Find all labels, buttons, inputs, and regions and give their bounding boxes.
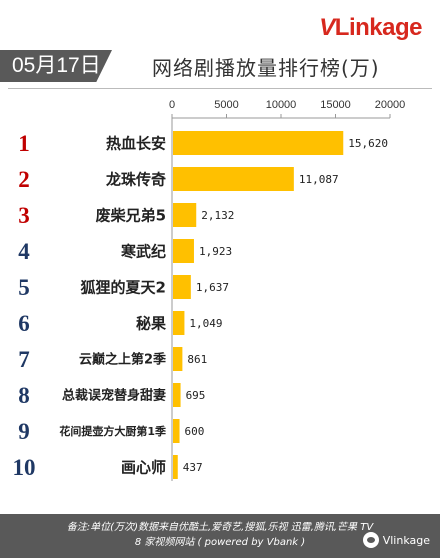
category-label: 画心师 bbox=[121, 458, 166, 476]
bar-chart: 0 5000 10000 15000 20000 1 热血长安 15,620 2 龙珠传奇 11,0… bbox=[13, 99, 406, 481]
category-label: 寒武纪 bbox=[121, 242, 166, 260]
value-label: 2,132 bbox=[201, 209, 234, 222]
x-tick-label: 15000 bbox=[320, 99, 351, 111]
chart-title: 网络剧播放量排行榜(万) bbox=[152, 56, 380, 80]
footer-line-1: 备注:单位(万次)数据来自优酷土,爱奇艺,搜狐,乐视 迅雷,腾讯,芒果 TV bbox=[66, 522, 374, 533]
bar bbox=[173, 239, 194, 263]
category-label: 总裁误宠替身甜妻 bbox=[62, 388, 166, 404]
bar bbox=[173, 455, 178, 479]
date-badge: 05月17日 bbox=[0, 50, 112, 82]
value-label: 11,087 bbox=[299, 173, 339, 186]
footer-note: 备注:单位(万次)数据来自优酷土,爱奇艺,搜狐,乐视 迅雷,腾讯,芒果 TV 8… bbox=[0, 514, 440, 558]
value-label: 437 bbox=[183, 461, 203, 474]
rank-number: 5 bbox=[18, 275, 30, 300]
category-label: 狐狸的夏天2 bbox=[81, 278, 166, 296]
bar bbox=[173, 167, 294, 191]
rank-number: 3 bbox=[18, 203, 30, 228]
x-tick-label: 0 bbox=[169, 99, 175, 111]
rank-number: 9 bbox=[18, 419, 30, 444]
rank-number: 6 bbox=[18, 311, 30, 336]
value-label: 600 bbox=[185, 425, 205, 438]
bar bbox=[173, 311, 185, 335]
vlinkage-logo: VLinkage bbox=[319, 14, 422, 42]
watermark-text: Vlinkage bbox=[382, 533, 430, 547]
category-label: 云巅之上第2季 bbox=[79, 352, 166, 368]
bar bbox=[173, 275, 191, 299]
value-label: 861 bbox=[187, 353, 207, 366]
rank-number: 8 bbox=[18, 383, 30, 408]
bar bbox=[173, 383, 181, 407]
logo-v: V bbox=[319, 14, 335, 41]
rank-number: 10 bbox=[13, 455, 36, 480]
watermark: Vlinkage bbox=[362, 532, 430, 548]
value-label: 1,923 bbox=[199, 245, 232, 258]
bar bbox=[173, 419, 180, 443]
value-label: 15,620 bbox=[348, 137, 388, 150]
category-label: 龙珠传奇 bbox=[105, 170, 166, 188]
x-tick-label: 5000 bbox=[214, 99, 238, 111]
x-tick-label: 10000 bbox=[266, 99, 297, 111]
footer-line-2: 8 家视频网站 ( powered by Vbank ) bbox=[134, 537, 306, 548]
rank-number: 7 bbox=[18, 347, 30, 372]
x-tick-label: 20000 bbox=[375, 99, 406, 111]
bar bbox=[173, 131, 344, 155]
value-label: 1,049 bbox=[189, 317, 222, 330]
bar bbox=[173, 347, 183, 371]
value-label: 1,637 bbox=[196, 281, 229, 294]
rank-number: 2 bbox=[18, 167, 30, 192]
header-divider bbox=[8, 88, 432, 89]
category-label: 废柴兄弟5 bbox=[96, 206, 166, 224]
category-label: 热血长安 bbox=[106, 134, 166, 152]
rank-number: 1 bbox=[18, 131, 30, 156]
category-label: 花间提壶方大厨第1季 bbox=[59, 424, 167, 438]
bar bbox=[173, 203, 197, 227]
wechat-icon bbox=[362, 532, 379, 548]
category-label: 秘果 bbox=[136, 314, 167, 332]
rank-number: 4 bbox=[18, 239, 30, 264]
value-label: 695 bbox=[186, 389, 206, 402]
logo-text: Linkage bbox=[334, 14, 423, 41]
